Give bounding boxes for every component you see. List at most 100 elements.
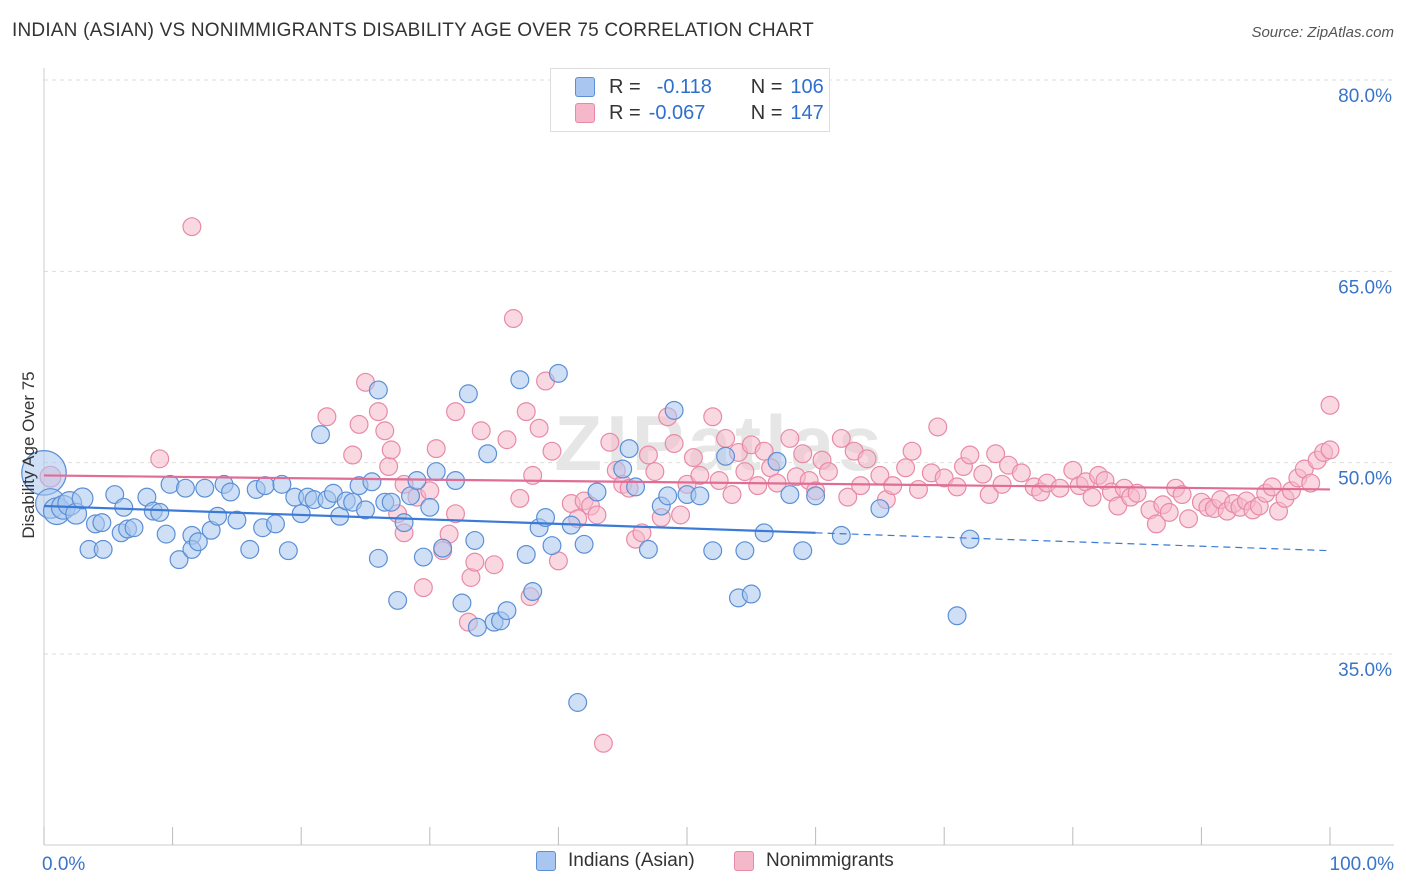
- nonimmigrants-point: [413, 578, 433, 598]
- series-legend: Indians (Asian) Nonimmigrants: [0, 850, 1406, 878]
- indians-asian-point: [169, 550, 189, 570]
- indians-asian-point: [208, 506, 228, 526]
- nonimmigrants-point: [465, 552, 485, 572]
- legend-swatch-pink: [734, 851, 754, 871]
- indians-asian-point: [831, 525, 851, 545]
- indians-asian-point: [754, 523, 774, 543]
- indians-asian-point: [523, 582, 543, 601]
- nonimmigrants-point: [908, 479, 928, 499]
- nonimmigrants-point: [831, 428, 851, 448]
- indians-asian-point: [574, 534, 594, 554]
- nonimmigrants-point: [638, 445, 658, 465]
- indians-asian-point: [381, 492, 401, 512]
- legend-n-label: N =: [750, 75, 783, 98]
- nonimmigrants-point: [510, 488, 530, 508]
- nonimmigrants-point: [529, 418, 549, 438]
- nonimmigrants-point: [902, 441, 922, 461]
- nonimmigrants-point: [343, 445, 363, 465]
- legend-row-nonimmigrants: R = -0.067 N = 147: [575, 101, 824, 125]
- nonimmigrants-point: [716, 428, 736, 448]
- nonimmigrants-point: [992, 474, 1012, 494]
- x-tick-label: 0.0%: [42, 854, 85, 875]
- indians-asian-point: [240, 539, 260, 559]
- indians-asian-point: [465, 530, 485, 550]
- nonimmigrants-point: [1301, 473, 1321, 493]
- indians-asian-point: [619, 439, 639, 459]
- nonimmigrants-point: [1108, 496, 1128, 516]
- nonimmigrants-point: [446, 504, 466, 524]
- indians-asian-point: [690, 486, 710, 506]
- nonimmigrants-point: [1179, 509, 1199, 529]
- nonimmigrants-point: [1146, 514, 1166, 534]
- indians-asian-point: [806, 486, 826, 506]
- legend-n-value: 106: [790, 75, 824, 98]
- indians-asian-point: [93, 539, 113, 559]
- legend-row-indians: R = -0.118 N = 106: [575, 75, 824, 99]
- indians-asian-point: [255, 476, 275, 496]
- indians-asian-point: [516, 545, 536, 564]
- nonimmigrants-point: [1011, 463, 1031, 483]
- grid-lines: [44, 79, 1394, 655]
- indians-asian-point: [870, 499, 890, 519]
- indians-asian-point: [735, 541, 755, 561]
- y-tick-label: 50.0%: [1338, 469, 1392, 490]
- indians-asian-trend-extension: [815, 532, 1331, 552]
- nonimmigrants-point: [368, 402, 388, 422]
- indians-asian-point: [368, 548, 388, 568]
- nonimmigrants-point: [1082, 487, 1102, 507]
- indians-asian-point: [388, 590, 408, 610]
- indians-asian-point: [150, 502, 170, 522]
- nonimmigrants-point: [1262, 477, 1282, 497]
- indians-asian-point: [272, 474, 292, 494]
- nonimmigrants-point: [645, 462, 665, 482]
- legend-r-value: -0.118: [656, 75, 712, 98]
- indians-asian-point: [188, 532, 208, 552]
- y-tick-label: 35.0%: [1338, 660, 1392, 681]
- nonimmigrants-point: [1320, 440, 1340, 460]
- nonimmigrants-point: [947, 477, 967, 497]
- nonimmigrants-point: [986, 444, 1006, 464]
- nonimmigrants-point: [754, 441, 774, 461]
- legend-n-label: N =: [750, 101, 783, 124]
- nonimmigrants-trend-line: [43, 474, 1331, 491]
- legend-item-label: Nonimmigrants: [766, 850, 894, 871]
- indians-asian-point: [92, 513, 112, 533]
- nonimmigrants-point: [182, 217, 202, 237]
- indians-asian-point: [741, 584, 761, 604]
- trend-lines: [43, 474, 1331, 552]
- nonimmigrants-point: [349, 414, 369, 434]
- indians-asian-point: [613, 459, 633, 479]
- indians-asian-point: [960, 529, 980, 549]
- indians-asian-point: [478, 444, 498, 464]
- indians-asian-point: [658, 486, 678, 506]
- indians-asian-point: [114, 497, 134, 517]
- indians-asian-point: [71, 487, 94, 510]
- nonimmigrants-point: [317, 407, 337, 427]
- nonimmigrants-point: [896, 458, 916, 478]
- legend-item-nonimmigrants[interactable]: Nonimmigrants: [734, 850, 894, 872]
- y-axis-label: Disability Age Over 75: [19, 371, 38, 538]
- indians-asian-point: [311, 425, 330, 445]
- nonimmigrants-point: [587, 505, 607, 525]
- indians-asian-point: [548, 363, 568, 383]
- indians-asian-point: [587, 482, 607, 502]
- indians-asian-point: [542, 536, 562, 556]
- nonimmigrants-point: [671, 505, 691, 525]
- nonimmigrants-point: [683, 448, 703, 468]
- legend-n-value: 147: [790, 101, 824, 124]
- nonimmigrants-point: [928, 417, 948, 437]
- indians-asian-point: [497, 601, 517, 621]
- nonimmigrants-point: [780, 428, 800, 448]
- indians-asian-point: [156, 524, 176, 544]
- nonimmigrants-point: [632, 523, 652, 543]
- correlation-legend: R = -0.118 N = 106 R = -0.067 N = 147: [550, 68, 830, 132]
- legend-swatch-blue: [536, 851, 556, 871]
- indians-asian-point: [433, 538, 453, 558]
- legend-item-indians[interactable]: Indians (Asian): [536, 850, 695, 872]
- indians-asian-point: [452, 593, 472, 613]
- y-tick-label: 65.0%: [1338, 277, 1392, 298]
- nonimmigrants-point: [1159, 502, 1179, 522]
- indians-asian-point: [220, 482, 240, 502]
- chart-title: INDIAN (ASIAN) VS NONIMMIGRANTS DISABILI…: [12, 20, 814, 41]
- nonimmigrants-point: [851, 476, 871, 496]
